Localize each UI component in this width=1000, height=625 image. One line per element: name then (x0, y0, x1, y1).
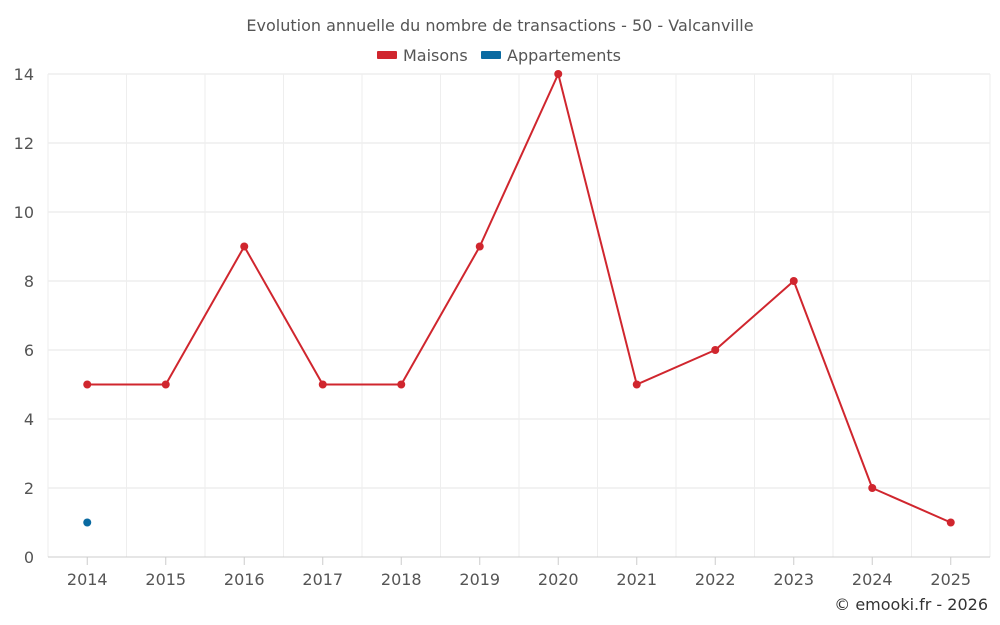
data-point-maisons[interactable] (711, 346, 720, 354)
x-tick-label: 2018 (381, 570, 422, 589)
x-tick-label: 2017 (302, 570, 343, 589)
data-point-maisons[interactable] (475, 242, 484, 251)
legend-label-maisons: Maisons (403, 46, 468, 65)
x-tick-label: 2020 (538, 570, 579, 589)
legend: Maisons Appartements (377, 46, 621, 65)
data-point-maisons[interactable] (240, 242, 249, 251)
data-point-maisons[interactable] (868, 484, 877, 492)
data-point-maisons[interactable] (318, 380, 327, 389)
data-point-maisons[interactable] (632, 380, 641, 389)
x-tick-label: 2022 (695, 570, 736, 589)
x-tick-label: 2016 (224, 570, 265, 589)
y-tick-label: 10 (14, 203, 34, 222)
x-tick-label: 2024 (852, 570, 893, 589)
legend-label-appartements: Appartements (507, 46, 621, 65)
x-tick-label: 2015 (145, 570, 186, 589)
x-tick-label: 2023 (773, 570, 814, 589)
x-tick-label: 2014 (67, 570, 108, 589)
axes: 0 2 4 6 8 10 12 14 2014 2015 2016 2017 2018 2019 2020 2… (14, 65, 990, 589)
y-tick-label: 12 (14, 134, 34, 153)
legend-swatch-maisons (377, 51, 397, 59)
x-tick-label: 2025 (930, 570, 971, 589)
y-tick-label: 6 (24, 341, 34, 360)
y-tick-label: 4 (24, 410, 34, 429)
chart-title: Evolution annuelle du nombre de transact… (246, 16, 753, 35)
legend-item-appartements[interactable]: Appartements (481, 46, 621, 65)
data-point-maisons[interactable] (83, 380, 92, 389)
y-tick-label: 14 (14, 65, 34, 84)
x-tick-label: 2021 (616, 570, 657, 589)
series-line-maisons (87, 73, 952, 524)
y-tick-label: 2 (24, 479, 34, 498)
grid (47, 73, 991, 557)
data-point-appartements[interactable] (83, 518, 92, 527)
data-point-maisons[interactable] (554, 70, 563, 78)
y-tick-label: 0 (24, 548, 34, 567)
legend-swatch-appartements (481, 51, 501, 59)
data-point-maisons[interactable] (789, 277, 798, 285)
legend-item-maisons[interactable]: Maisons (377, 46, 468, 65)
credit-text: © emooki.fr - 2026 (834, 595, 988, 614)
data-point-maisons[interactable] (161, 380, 170, 389)
y-tick-label: 8 (24, 272, 34, 291)
x-tick-label: 2019 (459, 570, 500, 589)
data-point-maisons[interactable] (397, 380, 406, 389)
data-point-maisons[interactable] (946, 518, 955, 527)
series (83, 70, 955, 527)
